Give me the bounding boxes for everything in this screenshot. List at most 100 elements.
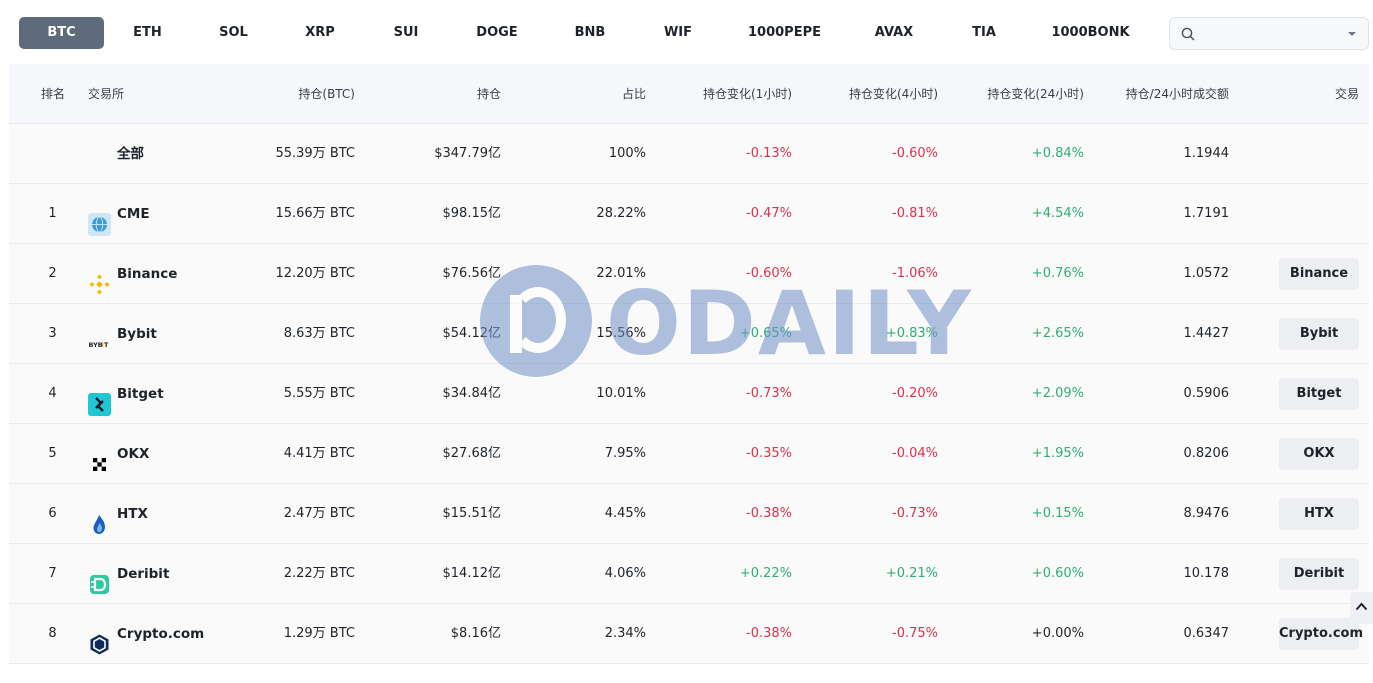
svg-text:BYB: BYB bbox=[89, 341, 103, 349]
header-change-1h[interactable]: 持仓变化(1小时) bbox=[703, 87, 792, 101]
exchange-name: CME bbox=[117, 206, 150, 222]
oi-volume-ratio-cell: 0.6347 bbox=[1183, 626, 1230, 641]
header-oi-usd[interactable]: 持仓 bbox=[476, 87, 501, 101]
share-cell: 4.06% bbox=[604, 566, 646, 581]
tab-sol[interactable]: SOL bbox=[219, 25, 248, 40]
rank-cell: 4 bbox=[48, 386, 57, 401]
rank-cell: 6 bbox=[48, 506, 57, 521]
trade-button-bybit[interactable]: Bybit bbox=[1279, 318, 1359, 350]
exchange-cell[interactable]: BYB I T Bybit bbox=[88, 304, 268, 364]
tab-sui[interactable]: SUI bbox=[393, 25, 419, 40]
chevron-down-icon[interactable] bbox=[1348, 32, 1356, 36]
table-row: 3 BYB I T Bybit 8.63万 BTC $54.12亿 15.56% +0.65% +… bbox=[9, 304, 1369, 364]
search-select[interactable] bbox=[1169, 17, 1369, 50]
trade-button-bitget[interactable]: Bitget bbox=[1279, 378, 1359, 410]
trade-cell: Deribit bbox=[1239, 544, 1359, 604]
exchange-cell[interactable]: Deribit bbox=[88, 544, 268, 604]
oi-usd-cell: $98.15亿 bbox=[442, 206, 502, 221]
exchange-cell[interactable]: HTX bbox=[88, 484, 268, 544]
trade-button-okx[interactable]: OKX bbox=[1279, 438, 1359, 470]
change-24h-cell: +0.00% bbox=[1031, 626, 1084, 641]
bitget-logo-icon bbox=[88, 383, 111, 416]
oi-volume-ratio-cell: 8.9476 bbox=[1183, 506, 1230, 521]
search-input[interactable] bbox=[1202, 24, 1332, 44]
rank-cell: 5 bbox=[48, 446, 57, 461]
oi-btc-cell: 4.41万 BTC bbox=[283, 446, 355, 461]
oi-volume-ratio-cell: 0.8206 bbox=[1183, 446, 1230, 461]
oi-usd-cell: $27.68亿 bbox=[442, 446, 502, 461]
tab-wif[interactable]: WIF bbox=[663, 25, 693, 40]
tab-bnb[interactable]: BNB bbox=[574, 25, 606, 40]
header-oi-volume-ratio[interactable]: 持仓/24小时成交额 bbox=[1125, 87, 1229, 101]
trade-button-deribit[interactable]: Deribit bbox=[1279, 558, 1359, 590]
oi-btc-cell: 55.39万 BTC bbox=[275, 146, 355, 161]
oi-usd-cell: $34.84亿 bbox=[442, 386, 502, 401]
oi-volume-ratio-cell: 1.4427 bbox=[1183, 326, 1230, 341]
trade-button-binance[interactable]: Binance bbox=[1279, 258, 1359, 290]
exchange-name: 全部 bbox=[117, 146, 144, 162]
oi-usd-cell: $54.12亿 bbox=[442, 326, 502, 341]
tab-eth[interactable]: ETH bbox=[133, 25, 162, 40]
change-24h-cell: +2.65% bbox=[1031, 326, 1084, 341]
tab-doge[interactable]: DOGE bbox=[476, 25, 518, 40]
table-header: 排名 交易所 持仓(BTC) 持仓 占比 持仓变化(1小时) 持仓变化(4小时)… bbox=[9, 64, 1369, 124]
oi-usd-cell: $14.12亿 bbox=[442, 566, 502, 581]
change-24h-cell: +2.09% bbox=[1031, 386, 1084, 401]
exchange-name: Bitget bbox=[117, 386, 164, 402]
header-trade: 交易 bbox=[1334, 87, 1359, 101]
oi-volume-ratio-cell: 0.5906 bbox=[1183, 386, 1230, 401]
header-oi-btc[interactable]: 持仓(BTC) bbox=[298, 87, 355, 101]
change-4h-cell: -0.75% bbox=[892, 626, 938, 641]
exchange-name: HTX bbox=[117, 506, 148, 522]
change-24h-cell: +0.76% bbox=[1031, 266, 1084, 281]
oi-btc-cell: 5.55万 BTC bbox=[283, 386, 355, 401]
tab-1000bonk[interactable]: 1000BONK bbox=[1051, 25, 1130, 40]
scroll-to-top-button[interactable] bbox=[1350, 592, 1373, 624]
exchange-name: Binance bbox=[117, 266, 178, 282]
table-row: 2 Binance 12.20万 BTC $76.56亿 22.01% -0.60% -1.… bbox=[9, 244, 1369, 304]
exchange-cell[interactable]: Bitget bbox=[88, 364, 268, 424]
table-row: 8 Crypto.com 1.29万 BTC $8.16亿 2.34% -0.38% -0.… bbox=[9, 604, 1369, 664]
trade-cell: OKX bbox=[1239, 424, 1359, 484]
change-1h-cell: -0.13% bbox=[746, 146, 792, 161]
change-1h-cell: -0.38% bbox=[746, 626, 792, 641]
oi-volume-ratio-cell: 10.178 bbox=[1183, 566, 1230, 581]
header-rank: 排名 bbox=[41, 87, 66, 101]
deribit-logo-icon bbox=[88, 563, 111, 594]
trade-cell: Bybit bbox=[1239, 304, 1359, 364]
share-cell: 15.56% bbox=[596, 326, 646, 341]
rank-cell: 1 bbox=[48, 206, 57, 221]
okx-logo-icon bbox=[88, 443, 111, 471]
share-cell: 100% bbox=[608, 146, 646, 161]
change-4h-cell: -1.06% bbox=[892, 266, 938, 281]
oi-usd-cell: $15.51亿 bbox=[442, 506, 502, 521]
trade-cell: Bitget bbox=[1239, 364, 1359, 424]
change-24h-cell: +1.95% bbox=[1031, 446, 1084, 461]
tab-btc[interactable]: BTC bbox=[19, 17, 104, 49]
exchange-cell[interactable]: 全部 bbox=[88, 124, 268, 184]
exchange-cell[interactable]: OKX bbox=[88, 424, 268, 484]
tab-tia[interactable]: TIA bbox=[972, 25, 996, 40]
table-row: 6 HTX 2.47万 BTC $15.51亿 4.45% -0.38% -0.73% +0.… bbox=[9, 484, 1369, 544]
header-share[interactable]: 占比 bbox=[621, 87, 646, 101]
tab-avax[interactable]: AVAX bbox=[874, 25, 914, 40]
trade-button-cryptocom[interactable]: Crypto.com bbox=[1279, 618, 1363, 650]
header-change-4h[interactable]: 持仓变化(4小时) bbox=[849, 87, 938, 101]
tab-1000pepe[interactable]: 1000PEPE bbox=[748, 25, 821, 40]
change-1h-cell: -0.38% bbox=[746, 506, 792, 521]
header-change-24h[interactable]: 持仓变化(24小时) bbox=[987, 87, 1084, 101]
change-4h-cell: +0.21% bbox=[885, 566, 938, 581]
tab-xrp[interactable]: XRP bbox=[305, 25, 335, 40]
change-24h-cell: +4.54% bbox=[1031, 206, 1084, 221]
oi-btc-cell: 2.47万 BTC bbox=[283, 506, 355, 521]
rank-cell: 8 bbox=[48, 626, 57, 641]
exchange-cell[interactable]: Binance bbox=[88, 244, 268, 304]
open-interest-table: 排名 交易所 持仓(BTC) 持仓 占比 持仓变化(1小时) 持仓变化(4小时)… bbox=[9, 64, 1369, 664]
rank-cell: 7 bbox=[48, 566, 57, 581]
trade-cell bbox=[1239, 184, 1359, 244]
oi-usd-cell: $8.16亿 bbox=[450, 626, 501, 641]
exchange-cell[interactable]: CME bbox=[88, 184, 268, 244]
exchange-name: OKX bbox=[117, 446, 150, 462]
trade-cell bbox=[1239, 124, 1359, 184]
trade-button-htx[interactable]: HTX bbox=[1279, 498, 1359, 530]
